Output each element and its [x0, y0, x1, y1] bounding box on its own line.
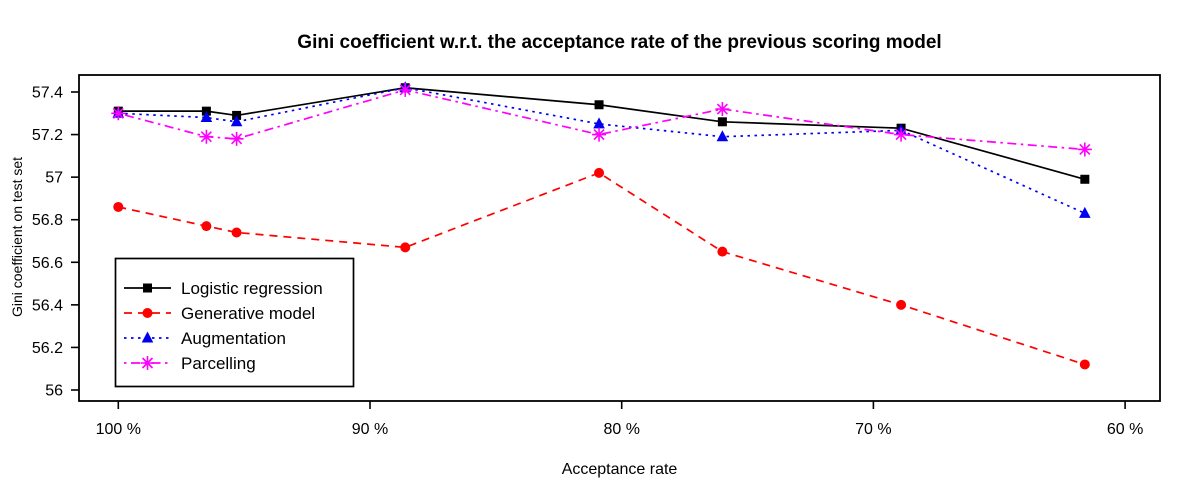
series-marker-generative-model — [231, 227, 242, 238]
y-tick-label: 56.6 — [32, 255, 63, 272]
legend-marker — [141, 331, 154, 343]
y-tick-label: 57.4 — [32, 85, 63, 102]
y-tick-label: 57.2 — [32, 127, 63, 144]
y-tick-label: 56 — [45, 383, 63, 400]
y-tick-label: 56.2 — [32, 340, 63, 357]
series-marker-parcelling — [229, 131, 244, 146]
chart-title: Gini coefficient w.r.t. the acceptance r… — [297, 32, 942, 53]
series-marker-generative-model — [1079, 359, 1090, 370]
legend-marker — [140, 356, 155, 370]
series-line-logistic-regression — [118, 86, 1086, 181]
x-axis-title: Acceptance rate — [561, 461, 678, 478]
legend-marker — [143, 283, 152, 293]
legend-label: Augmentation — [181, 329, 286, 348]
legend-box — [114, 257, 355, 388]
x-tick-label: 80 % — [603, 421, 639, 438]
series-marker-generative-model — [201, 221, 212, 232]
y-tick-label: 57 — [45, 170, 63, 187]
series-marker-generative-model — [400, 242, 411, 253]
y-tick-label: 56.4 — [32, 297, 63, 314]
series-marker-augmentation — [230, 115, 243, 127]
series-marker-logistic-regression — [717, 117, 727, 127]
legend-label: Parcelling — [181, 354, 256, 373]
series-marker-augmentation — [200, 111, 213, 123]
series-marker-augmentation — [593, 117, 605, 129]
y-axis-title: Gini coefficient on test set — [9, 156, 25, 318]
x-tick-label: 70 % — [855, 421, 891, 438]
y-tick-label: 56.8 — [32, 212, 63, 229]
series-marker-parcelling — [592, 127, 607, 142]
series-marker-generative-model — [717, 246, 728, 257]
series-marker-logistic-regression — [1080, 174, 1090, 184]
series-line-parcelling — [118, 88, 1085, 151]
series-marker-augmentation — [716, 130, 729, 142]
series-marker-generative-model — [113, 201, 124, 212]
x-tick-label: 60 % — [1107, 421, 1143, 438]
series-marker-augmentation — [1079, 206, 1091, 218]
series-marker-logistic-regression — [594, 100, 604, 110]
legend-marker — [142, 308, 153, 318]
series-marker-parcelling — [1077, 142, 1092, 157]
x-tick-label: 100 % — [96, 421, 141, 438]
series-line-generative-model — [118, 171, 1086, 366]
series-marker-parcelling — [894, 127, 909, 142]
series-marker-parcelling — [111, 106, 126, 121]
series-marker-parcelling — [398, 82, 413, 97]
legend-label: Logistic regression — [181, 279, 323, 298]
series-marker-parcelling — [199, 129, 214, 144]
legend-label: Generative model — [181, 304, 315, 323]
series-line-augmentation — [118, 86, 1086, 215]
plot-box — [78, 74, 1161, 402]
series-marker-generative-model — [896, 299, 907, 310]
series-marker-generative-model — [594, 167, 605, 178]
series-marker-parcelling — [715, 102, 730, 117]
x-tick-label: 90 % — [352, 421, 388, 438]
